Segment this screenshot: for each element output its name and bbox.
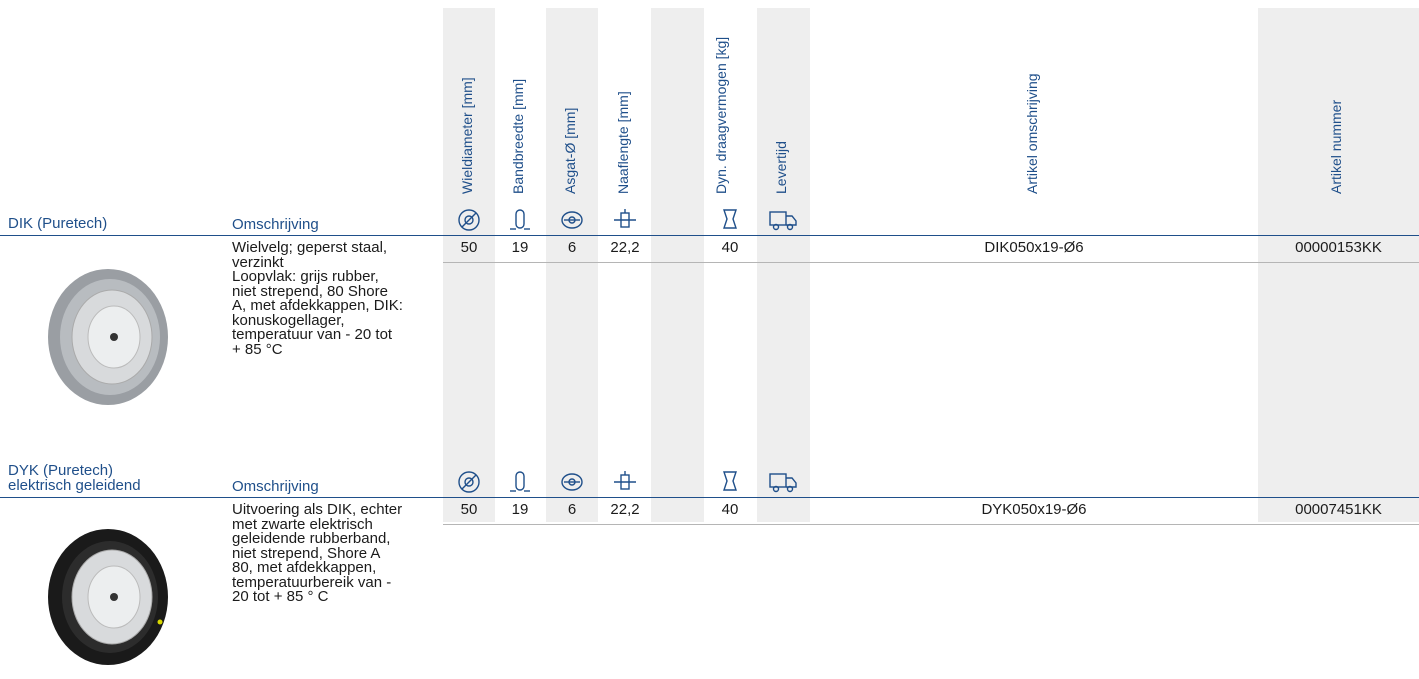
header-rule [0,497,1419,498]
description-line: niet strepend, 80 Shore [232,282,388,300]
description-line: geleidende rubberband, [232,530,391,547]
column-shade [1258,8,1419,522]
product-name: DIK (Puretech) [8,215,108,232]
description-line: met zwarte elektrisch [232,515,373,533]
value-cell: 40 [721,239,739,256]
icon-hub [614,471,636,490]
description-line: Loopvlak: grijs rubber, [232,268,379,285]
icon-hub [614,209,636,228]
description-line: niet strepend, Shore A [232,544,381,562]
value-cell: 50 [460,501,478,518]
column-shade [546,8,598,522]
column-header: Dyn. draagvermogen [kg] [713,36,729,194]
value-cell: 22,2 [610,239,640,256]
article-number: 00000153KK [1295,239,1382,256]
description-line: temperatuurbereik van - [232,573,392,591]
icon-truck [769,211,797,231]
icon-width [510,209,530,230]
header-rule [0,235,1419,236]
description-line: temperatuur van - 20 tot [232,326,393,343]
column-header: Wieldiameter [mm] [459,77,475,194]
description-label: Omschrijving [232,216,319,233]
article-number: 00007451KK [1295,501,1382,518]
value-cell: 40 [721,501,739,518]
column-shade [757,8,810,522]
description-line: verzinkt [232,253,284,271]
column-header: Levertijd [773,141,789,194]
description-line: Wielvelg; geperst staal, [232,239,388,256]
icon-load [723,471,737,491]
value-cell: 22,2 [610,501,640,518]
article-description: DYK050x19-Ø6 [981,501,1087,518]
column-header: Artikel nummer [1328,99,1344,194]
description-line: 20 tot + 85 ° C [232,588,329,605]
column-header: Naaflengte [mm] [615,91,631,194]
value-cell: 6 [567,501,577,518]
description-line: + 85 °C [232,340,283,358]
column-shade [651,8,704,522]
description-line: 80, met afdekkappen, [232,559,377,576]
column-header: Bandbreedte [mm] [510,78,526,194]
product-name: DYK (Puretech) [8,462,114,479]
column-shade [443,8,495,522]
icon-diameter [458,471,480,493]
value-cell: 19 [511,239,529,256]
row-rule [443,524,1419,525]
description-label: Omschrijving [232,478,319,495]
row-rule [443,262,1419,263]
article-description: DIK050x19-Ø6 [984,239,1084,256]
description-line: konuskogellager, [232,311,345,329]
value-cell: 19 [511,501,529,518]
description-line: Uitvoering als DIK, echter [232,501,403,518]
column-header: Asgat-Ø [mm] [562,107,578,194]
description-line: A, met afdekkappen, DIK: [232,297,403,314]
product-image [48,529,168,665]
icon-diameter [458,209,480,231]
icon-width [510,471,530,492]
value-cell: 6 [567,239,577,256]
column-header: Artikel omschrijving [1024,73,1040,194]
product-name: elektrisch geleidend [8,477,141,494]
icon-truck [769,473,797,493]
icon-bore [561,473,583,491]
product-image [48,269,168,405]
icon-load [723,209,737,229]
value-cell: 50 [460,239,478,256]
icon-bore [561,211,583,229]
